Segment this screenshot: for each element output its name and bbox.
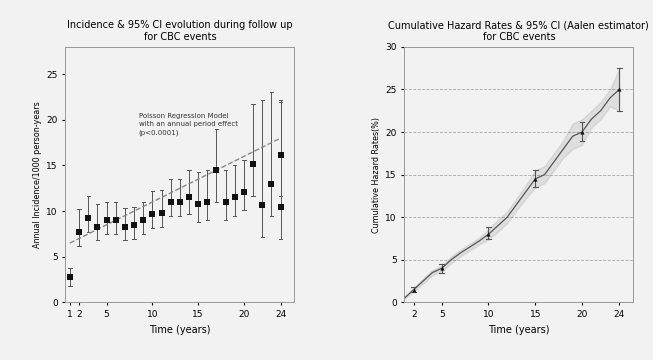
Point [174, 199, 185, 205]
Point [101, 217, 112, 223]
X-axis label: Time (years): Time (years) [488, 325, 550, 334]
Point [614, 86, 625, 92]
Point [530, 176, 541, 182]
Point [212, 167, 222, 173]
Point [147, 211, 157, 217]
Point [248, 161, 259, 167]
Text: Poisson Regression Model
with an annual period effect
(p<0.0001): Poisson Regression Model with an annual … [138, 113, 238, 136]
Point [276, 152, 286, 157]
Point [138, 217, 148, 223]
Point [165, 199, 176, 205]
Point [110, 217, 121, 223]
Point [202, 199, 213, 205]
X-axis label: Time (years): Time (years) [149, 325, 210, 334]
Point [193, 201, 203, 207]
Point [92, 224, 103, 230]
Title: Cumulative Hazard Rates & 95% CI (Aalen estimator)
for CBC events: Cumulative Hazard Rates & 95% CI (Aalen … [389, 20, 649, 42]
Point [239, 189, 249, 195]
Point [119, 224, 130, 230]
Y-axis label: Cumulative Hazard Rates(%): Cumulative Hazard Rates(%) [372, 117, 381, 233]
Point [409, 287, 419, 292]
Point [483, 231, 494, 237]
Point [129, 222, 139, 228]
Point [577, 129, 587, 135]
Point [74, 229, 84, 235]
Y-axis label: Annual Incidence/1000 person-years: Annual Incidence/1000 person-years [33, 101, 42, 248]
Point [221, 199, 231, 205]
Point [83, 216, 93, 221]
Point [156, 210, 167, 216]
Point [257, 202, 268, 208]
Point [65, 274, 75, 280]
Point [436, 265, 447, 271]
Point [183, 194, 194, 200]
Point [276, 204, 286, 210]
Point [266, 181, 277, 186]
Title: Incidence & 95% CI evolution during follow up
for CBC events: Incidence & 95% CI evolution during foll… [67, 20, 293, 42]
Point [230, 194, 240, 200]
